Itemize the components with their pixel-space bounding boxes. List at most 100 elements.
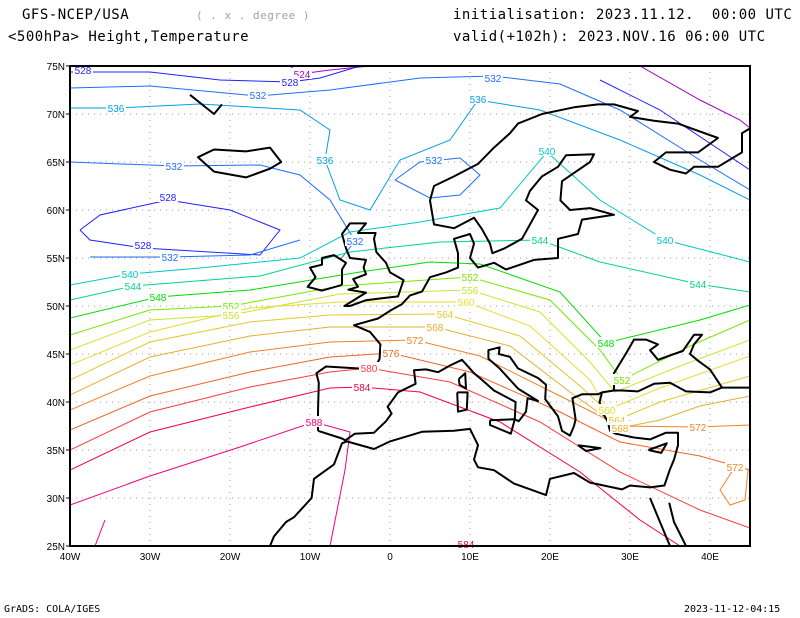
- contour-label-bg: [292, 68, 312, 79]
- contour-label: 584: [354, 383, 371, 394]
- contour-580: [70, 367, 750, 529]
- coastline: [510, 37, 566, 51]
- contour-label-bg: [73, 64, 93, 75]
- contour-568: [70, 326, 750, 429]
- coastline: [649, 497, 671, 546]
- contour-532: [70, 161, 356, 261]
- contour-label-bg: [164, 160, 184, 171]
- contour-528: [70, 66, 361, 83]
- lat-tick-label: 25N: [47, 542, 65, 553]
- contour-556: [70, 289, 750, 393]
- lat-tick-label: 35N: [47, 446, 65, 457]
- contour-label-bg: [456, 296, 476, 307]
- contour-label-bg: [381, 347, 401, 358]
- lat-tick-label: 45N: [47, 350, 65, 361]
- contour-label: 528: [282, 78, 299, 89]
- contour-label: 544: [125, 282, 142, 293]
- contour-label-bg: [655, 234, 675, 245]
- contour-label: 552: [614, 376, 631, 387]
- lon-tick-label: 20W: [220, 552, 241, 563]
- coastline: [613, 333, 723, 391]
- contour-label-bg: [483, 72, 503, 83]
- lat-tick-label: 55N: [47, 254, 65, 265]
- contour-label-bg: [106, 102, 126, 113]
- contour-label: 528: [75, 66, 92, 77]
- contour-label-bg: [123, 280, 143, 291]
- contour-label: 564: [609, 416, 626, 427]
- contour-584: [70, 386, 681, 546]
- contour-528: [79, 199, 281, 256]
- contour-label-bg: [597, 404, 617, 415]
- contour-544: [70, 239, 750, 301]
- lon-tick-label: 10E: [461, 552, 479, 563]
- contour-label: 564: [437, 310, 454, 321]
- contour-label-bg: [468, 93, 488, 104]
- lon-tick-label: 40W: [60, 552, 81, 563]
- contour-label-bg: [304, 416, 324, 427]
- coastline: [189, 94, 223, 115]
- contour-label-bg: [345, 235, 365, 246]
- generated-timestamp: 2023-11-12-04:15: [684, 604, 781, 615]
- contour-536: [70, 99, 750, 211]
- contour-560: [70, 301, 750, 411]
- lat-tick-label: 30N: [47, 494, 65, 505]
- coastline: [341, 222, 405, 307]
- contour-label: 532: [347, 237, 364, 248]
- contour-588: [70, 421, 351, 546]
- lon-tick-label: 30W: [140, 552, 161, 563]
- contour-label-bg: [221, 300, 241, 311]
- product-title: <500hPa> Height,Temperature: [8, 29, 250, 45]
- contour-label: 536: [108, 104, 125, 115]
- contour-label: 528: [160, 193, 177, 204]
- contour-label: 588: [306, 418, 323, 429]
- coastline: [489, 418, 516, 435]
- coastline: [668, 502, 687, 546]
- contour-564: [70, 313, 750, 421]
- lon-tick-label: 40E: [701, 552, 719, 563]
- contour-532: [90, 239, 301, 258]
- init-time: initialisation: 2023.11.12. 00:00 UTC: [453, 7, 793, 23]
- contour-label-bg: [435, 308, 455, 319]
- contour-label-bg: [248, 89, 268, 100]
- contour-label: 572: [727, 463, 744, 474]
- contour-label: 568: [427, 323, 444, 334]
- contour-572: [719, 466, 749, 506]
- lon-tick-label: 30E: [621, 552, 639, 563]
- contour-label: 560: [599, 406, 616, 417]
- lat-tick-label: 70N: [47, 110, 65, 121]
- contour-532: [70, 75, 750, 191]
- contour-label-bg: [424, 154, 444, 165]
- coastline: [648, 442, 668, 454]
- contour-label-bg: [160, 251, 180, 262]
- lon-tick-label: 20E: [541, 552, 559, 563]
- contour-label-bg: [688, 421, 708, 432]
- model-title: GFS-NCEP/USA: [22, 7, 130, 23]
- axis-ticks: 40W 30W 20W 10W 0 10E 20E 30E 40E 75N 70N 65N 60N 55N…: [47, 62, 720, 563]
- contour-label: 528: [135, 241, 152, 252]
- coastline: [577, 444, 602, 452]
- contour-label-bg: [460, 271, 480, 282]
- contour-label-bg: [120, 268, 140, 279]
- contour-label-bg: [610, 422, 630, 433]
- contour-label-bg: [221, 309, 241, 320]
- contour-label: 576: [383, 349, 400, 360]
- contour-labels: 5245285285285285325325325325325325365365…: [73, 64, 745, 551]
- lon-tick-label: 10W: [300, 552, 321, 563]
- contour-label: 532: [162, 253, 179, 264]
- contour-label-bg: [530, 234, 550, 245]
- contour-label: 560: [458, 298, 475, 309]
- coastline: [456, 391, 469, 413]
- contour-label-bg: [688, 278, 708, 289]
- contour-label: 548: [150, 293, 167, 304]
- contour-label: 548: [598, 339, 615, 350]
- contour-548: [70, 261, 750, 344]
- lat-tick-label: 40N: [47, 398, 65, 409]
- contour-label-bg: [280, 76, 300, 87]
- lat-tick-label: 60N: [47, 206, 65, 217]
- contour-label: 532: [426, 156, 443, 167]
- contour-label-bg: [460, 284, 480, 295]
- contour-label-bg: [537, 145, 557, 156]
- contour-label: 580: [361, 364, 378, 375]
- grads-credit: GrADS: COLA/IGES: [4, 604, 101, 615]
